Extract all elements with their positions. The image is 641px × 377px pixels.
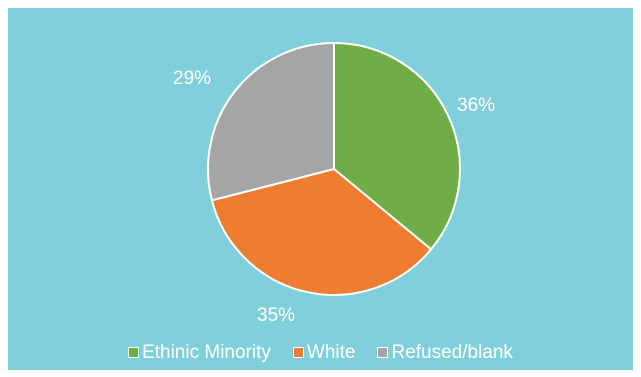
legend-label-refused-blank: Refused/blank (391, 342, 513, 363)
slice-ethinic-minority (333, 42, 461, 251)
legend-swatch-ethinic-minority (128, 347, 140, 358)
data-label-refused-blank: 29% (173, 68, 212, 89)
legend: Ethinic Minority White Refused/blank (8, 343, 633, 362)
legend-label-white: White (306, 342, 356, 363)
legend-item-white: White (292, 342, 356, 363)
slice-white (210, 168, 433, 296)
legend-item-ethinic-minority: Ethinic Minority (128, 343, 271, 362)
slice-refused-blank (207, 42, 335, 202)
legend-swatch-white (292, 347, 304, 358)
pie-chart (207, 42, 461, 296)
legend-swatch-refused-blank (377, 347, 389, 358)
chart-panel: 36% 35% 29% Ethinic Minority White Refus… (8, 8, 633, 370)
legend-label-ethinic-minority: Ethinic Minority (142, 342, 271, 363)
data-label-white: 35% (257, 305, 296, 326)
data-label-ethinic-minority: 36% (457, 95, 496, 116)
legend-item-refused-blank: Refused/blank (377, 342, 513, 363)
